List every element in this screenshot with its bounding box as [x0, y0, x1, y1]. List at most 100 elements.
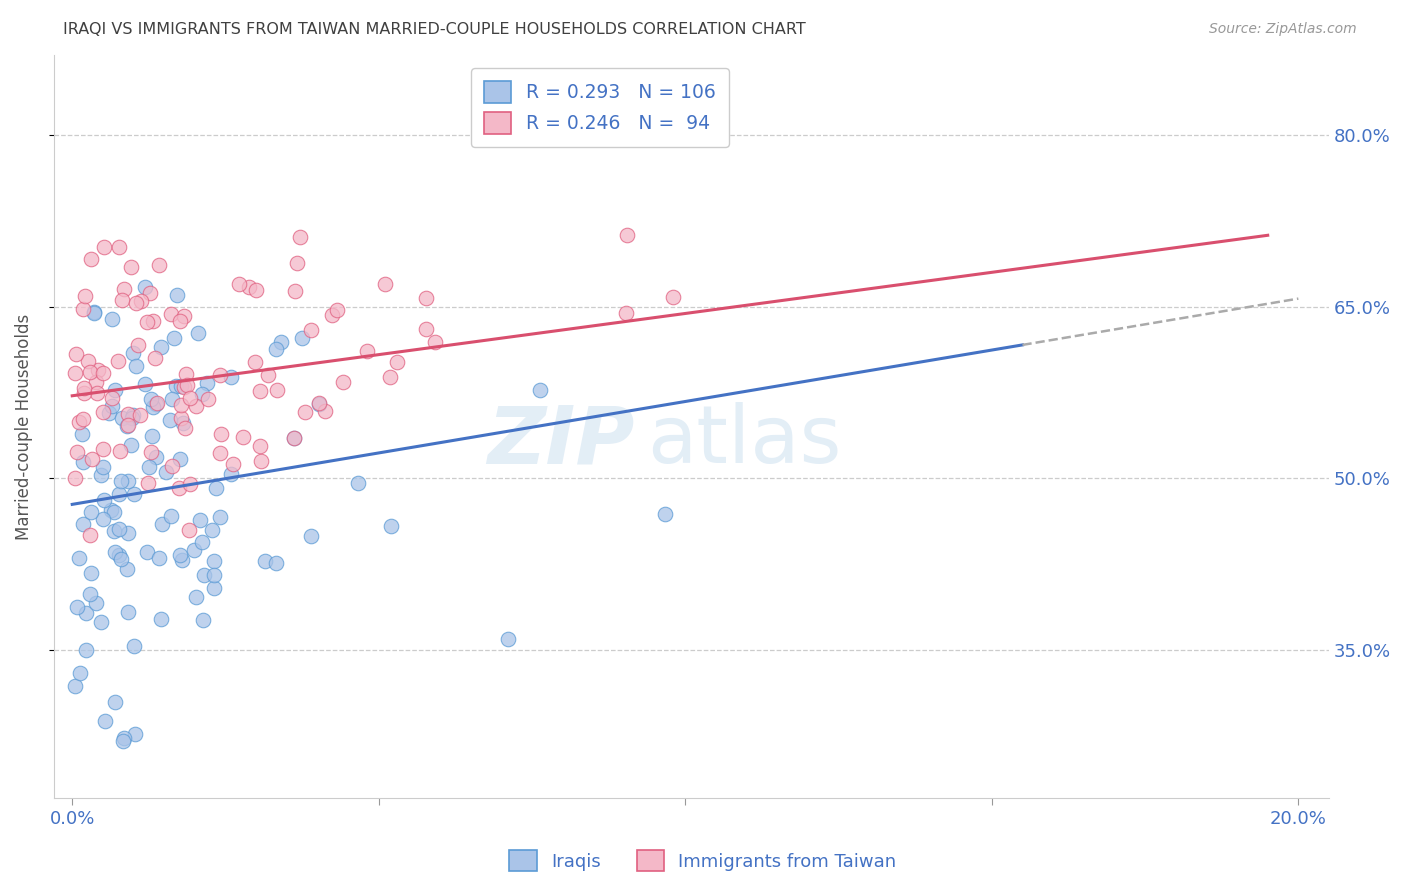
Point [184, 400, 207, 414]
Point [93, 442, 115, 456]
Point [117, 526, 139, 541]
Point [529, 384, 551, 398]
Point [91, 512, 114, 526]
Point [191, 534, 214, 549]
Point [138, 460, 160, 475]
Point [170, 411, 193, 425]
Point [134, 376, 156, 391]
Point [291, 330, 314, 344]
Point [80, 505, 103, 519]
Point [77, 353, 100, 368]
Point [136, 475, 159, 490]
Point [201, 524, 224, 538]
Point [148, 258, 170, 272]
Point [124, 639, 146, 653]
Point [308, 396, 330, 410]
Point [155, 465, 177, 479]
Point [415, 292, 437, 306]
Point [169, 398, 191, 412]
Point [264, 342, 287, 356]
Point [94, 714, 117, 728]
Point [179, 392, 201, 406]
Point [238, 280, 260, 294]
Point [141, 429, 163, 443]
Point [103, 524, 125, 538]
Point [145, 397, 167, 411]
Point [67, 415, 90, 429]
Point [380, 370, 402, 384]
Point [108, 240, 131, 254]
Point [209, 427, 232, 442]
Point [294, 404, 316, 418]
Point [83, 306, 105, 320]
Point [173, 380, 195, 394]
Point [75, 606, 97, 620]
Point [245, 283, 267, 297]
Point [108, 444, 131, 458]
Point [100, 503, 122, 517]
Point [83, 304, 105, 318]
Point [117, 605, 139, 619]
Point [86, 386, 108, 401]
Point [115, 419, 138, 434]
Point [177, 523, 200, 537]
Point [173, 421, 195, 435]
Point [283, 431, 305, 445]
Point [139, 445, 162, 459]
Point [67, 551, 90, 566]
Point [79, 587, 101, 601]
Point [91, 405, 114, 419]
Point [616, 228, 638, 243]
Point [219, 369, 242, 384]
Point [107, 353, 129, 368]
Point [112, 731, 135, 745]
Point [283, 431, 305, 445]
Point [176, 378, 198, 392]
Point [172, 416, 194, 430]
Y-axis label: Married-couple Households: Married-couple Households [15, 313, 32, 540]
Point [228, 277, 250, 292]
Point [104, 695, 127, 709]
Point [101, 391, 124, 405]
Point [117, 417, 139, 432]
Point [222, 458, 245, 472]
Point [146, 396, 169, 410]
Point [284, 284, 307, 298]
Point [195, 376, 218, 391]
Point [125, 296, 148, 310]
Point [654, 507, 676, 521]
Point [128, 409, 150, 423]
Point [110, 552, 132, 566]
Point [380, 519, 402, 533]
Point [79, 365, 101, 379]
Point [167, 482, 190, 496]
Point [139, 285, 162, 300]
Point [179, 476, 201, 491]
Text: ZIP: ZIP [486, 402, 634, 481]
Point [91, 459, 114, 474]
Point [356, 344, 378, 359]
Point [254, 554, 277, 568]
Point [188, 513, 211, 527]
Point [72, 455, 94, 469]
Point [163, 331, 186, 345]
Point [166, 288, 188, 302]
Point [385, 355, 408, 369]
Point [104, 545, 127, 559]
Point [423, 334, 446, 349]
Point [112, 281, 135, 295]
Point [75, 288, 97, 302]
Point [98, 406, 121, 420]
Point [82, 451, 104, 466]
Point [321, 308, 343, 322]
Point [160, 392, 183, 406]
Point [129, 293, 152, 308]
Point [136, 545, 159, 559]
Point [249, 439, 271, 453]
Point [122, 345, 145, 359]
Point [150, 516, 173, 531]
Point [127, 337, 149, 351]
Point [86, 363, 108, 377]
Point [134, 280, 156, 294]
Point [243, 355, 266, 369]
